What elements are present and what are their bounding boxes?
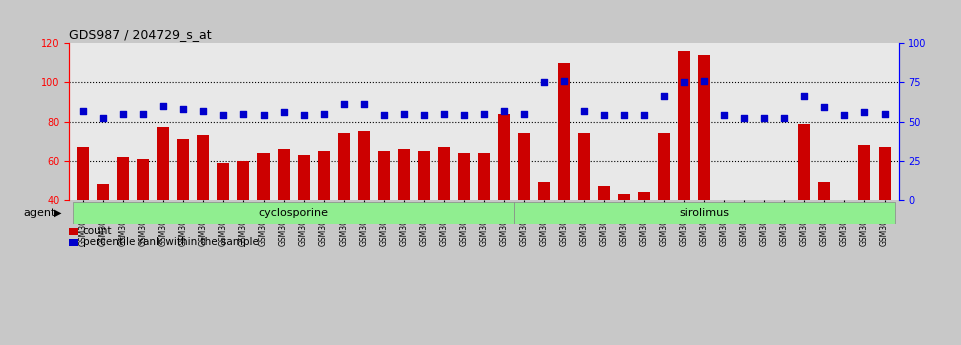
Point bbox=[797, 94, 812, 99]
Text: cyclosporine: cyclosporine bbox=[259, 208, 329, 218]
Point bbox=[656, 94, 672, 99]
Point bbox=[316, 111, 332, 117]
Bar bbox=[357, 131, 370, 200]
Bar bbox=[237, 161, 250, 200]
FancyBboxPatch shape bbox=[514, 202, 895, 224]
Point bbox=[216, 112, 232, 118]
Bar bbox=[658, 134, 670, 200]
Point bbox=[356, 101, 371, 107]
Text: sirolimus: sirolimus bbox=[679, 208, 729, 218]
FancyBboxPatch shape bbox=[73, 202, 514, 224]
Text: agent: agent bbox=[23, 208, 56, 218]
Point bbox=[477, 111, 492, 117]
Bar bbox=[838, 200, 850, 210]
Point bbox=[516, 111, 531, 117]
Point bbox=[196, 108, 211, 114]
Bar bbox=[317, 151, 330, 200]
Text: ▶: ▶ bbox=[54, 208, 62, 218]
Point bbox=[677, 80, 692, 85]
Bar bbox=[137, 159, 149, 200]
Bar bbox=[778, 200, 790, 216]
Point bbox=[717, 112, 732, 118]
Point bbox=[556, 78, 572, 83]
Bar bbox=[378, 151, 390, 200]
Bar bbox=[418, 151, 430, 200]
Bar bbox=[718, 200, 730, 212]
Bar bbox=[197, 135, 209, 200]
Point bbox=[95, 116, 111, 121]
Bar bbox=[699, 55, 710, 200]
Bar bbox=[738, 200, 751, 216]
Point bbox=[376, 112, 391, 118]
Bar bbox=[558, 63, 570, 200]
Point bbox=[76, 108, 91, 114]
Point bbox=[577, 108, 592, 114]
Bar bbox=[457, 153, 470, 200]
Bar bbox=[398, 149, 409, 200]
Point bbox=[296, 112, 311, 118]
Bar bbox=[478, 153, 490, 200]
Bar bbox=[298, 155, 309, 200]
Bar bbox=[97, 184, 110, 200]
Point bbox=[597, 112, 612, 118]
Point bbox=[396, 111, 411, 117]
Point bbox=[136, 111, 151, 117]
Bar bbox=[217, 163, 230, 200]
Point bbox=[616, 112, 631, 118]
Bar bbox=[618, 194, 630, 200]
Point bbox=[336, 101, 352, 107]
Bar bbox=[518, 134, 530, 200]
Point bbox=[235, 111, 251, 117]
Point bbox=[496, 108, 511, 114]
Bar bbox=[799, 124, 810, 200]
Point bbox=[817, 105, 832, 110]
Point bbox=[776, 116, 792, 121]
Point bbox=[857, 109, 873, 115]
Bar bbox=[258, 153, 269, 200]
Bar bbox=[278, 149, 289, 200]
Point bbox=[115, 111, 131, 117]
Bar bbox=[438, 147, 450, 200]
Bar bbox=[538, 183, 550, 200]
Bar bbox=[678, 51, 690, 200]
Bar bbox=[638, 192, 651, 200]
Point bbox=[736, 116, 752, 121]
Bar bbox=[578, 134, 590, 200]
Point bbox=[276, 109, 291, 115]
Point bbox=[697, 78, 712, 83]
Point bbox=[256, 112, 271, 118]
Bar bbox=[117, 157, 130, 200]
Text: count: count bbox=[83, 226, 112, 236]
Bar bbox=[178, 139, 189, 200]
Point bbox=[876, 111, 892, 117]
Point bbox=[536, 80, 552, 85]
Bar bbox=[337, 134, 350, 200]
Bar bbox=[498, 114, 510, 200]
Bar bbox=[77, 147, 89, 200]
Bar bbox=[158, 128, 169, 200]
Point bbox=[756, 116, 772, 121]
Text: percentile rank within the sample: percentile rank within the sample bbox=[83, 237, 259, 247]
Bar bbox=[878, 147, 891, 200]
Point bbox=[436, 111, 452, 117]
Point bbox=[156, 103, 171, 109]
Bar bbox=[858, 145, 871, 200]
Bar bbox=[598, 186, 610, 200]
Point bbox=[456, 112, 472, 118]
Point bbox=[837, 112, 852, 118]
Bar bbox=[819, 183, 830, 200]
Point bbox=[636, 112, 652, 118]
Text: GDS987 / 204729_s_at: GDS987 / 204729_s_at bbox=[69, 28, 211, 41]
Bar bbox=[758, 200, 771, 218]
Point bbox=[416, 112, 431, 118]
Point bbox=[176, 106, 191, 112]
